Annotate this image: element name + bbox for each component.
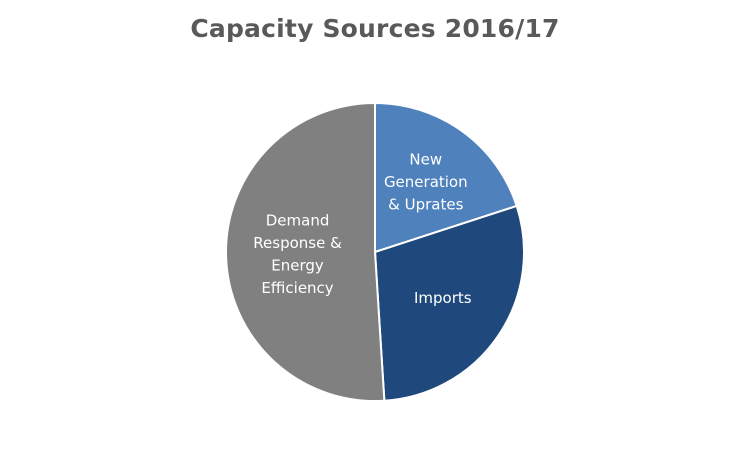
slice-label-imports: Imports [414, 289, 472, 307]
chart-title: Capacity Sources 2016/17 [190, 14, 560, 43]
pie-slice-demand-response-energy-efficiency [225, 102, 386, 402]
pie-slice-new-generation-uprates [374, 102, 518, 253]
pie-slice-imports [374, 204, 525, 402]
slice-label-demand-response-energy-efficiency: Demand Response & Energy Efficiency [253, 212, 342, 298]
slice-label-new-generation-uprates: New Generation & Uprates [384, 151, 468, 214]
